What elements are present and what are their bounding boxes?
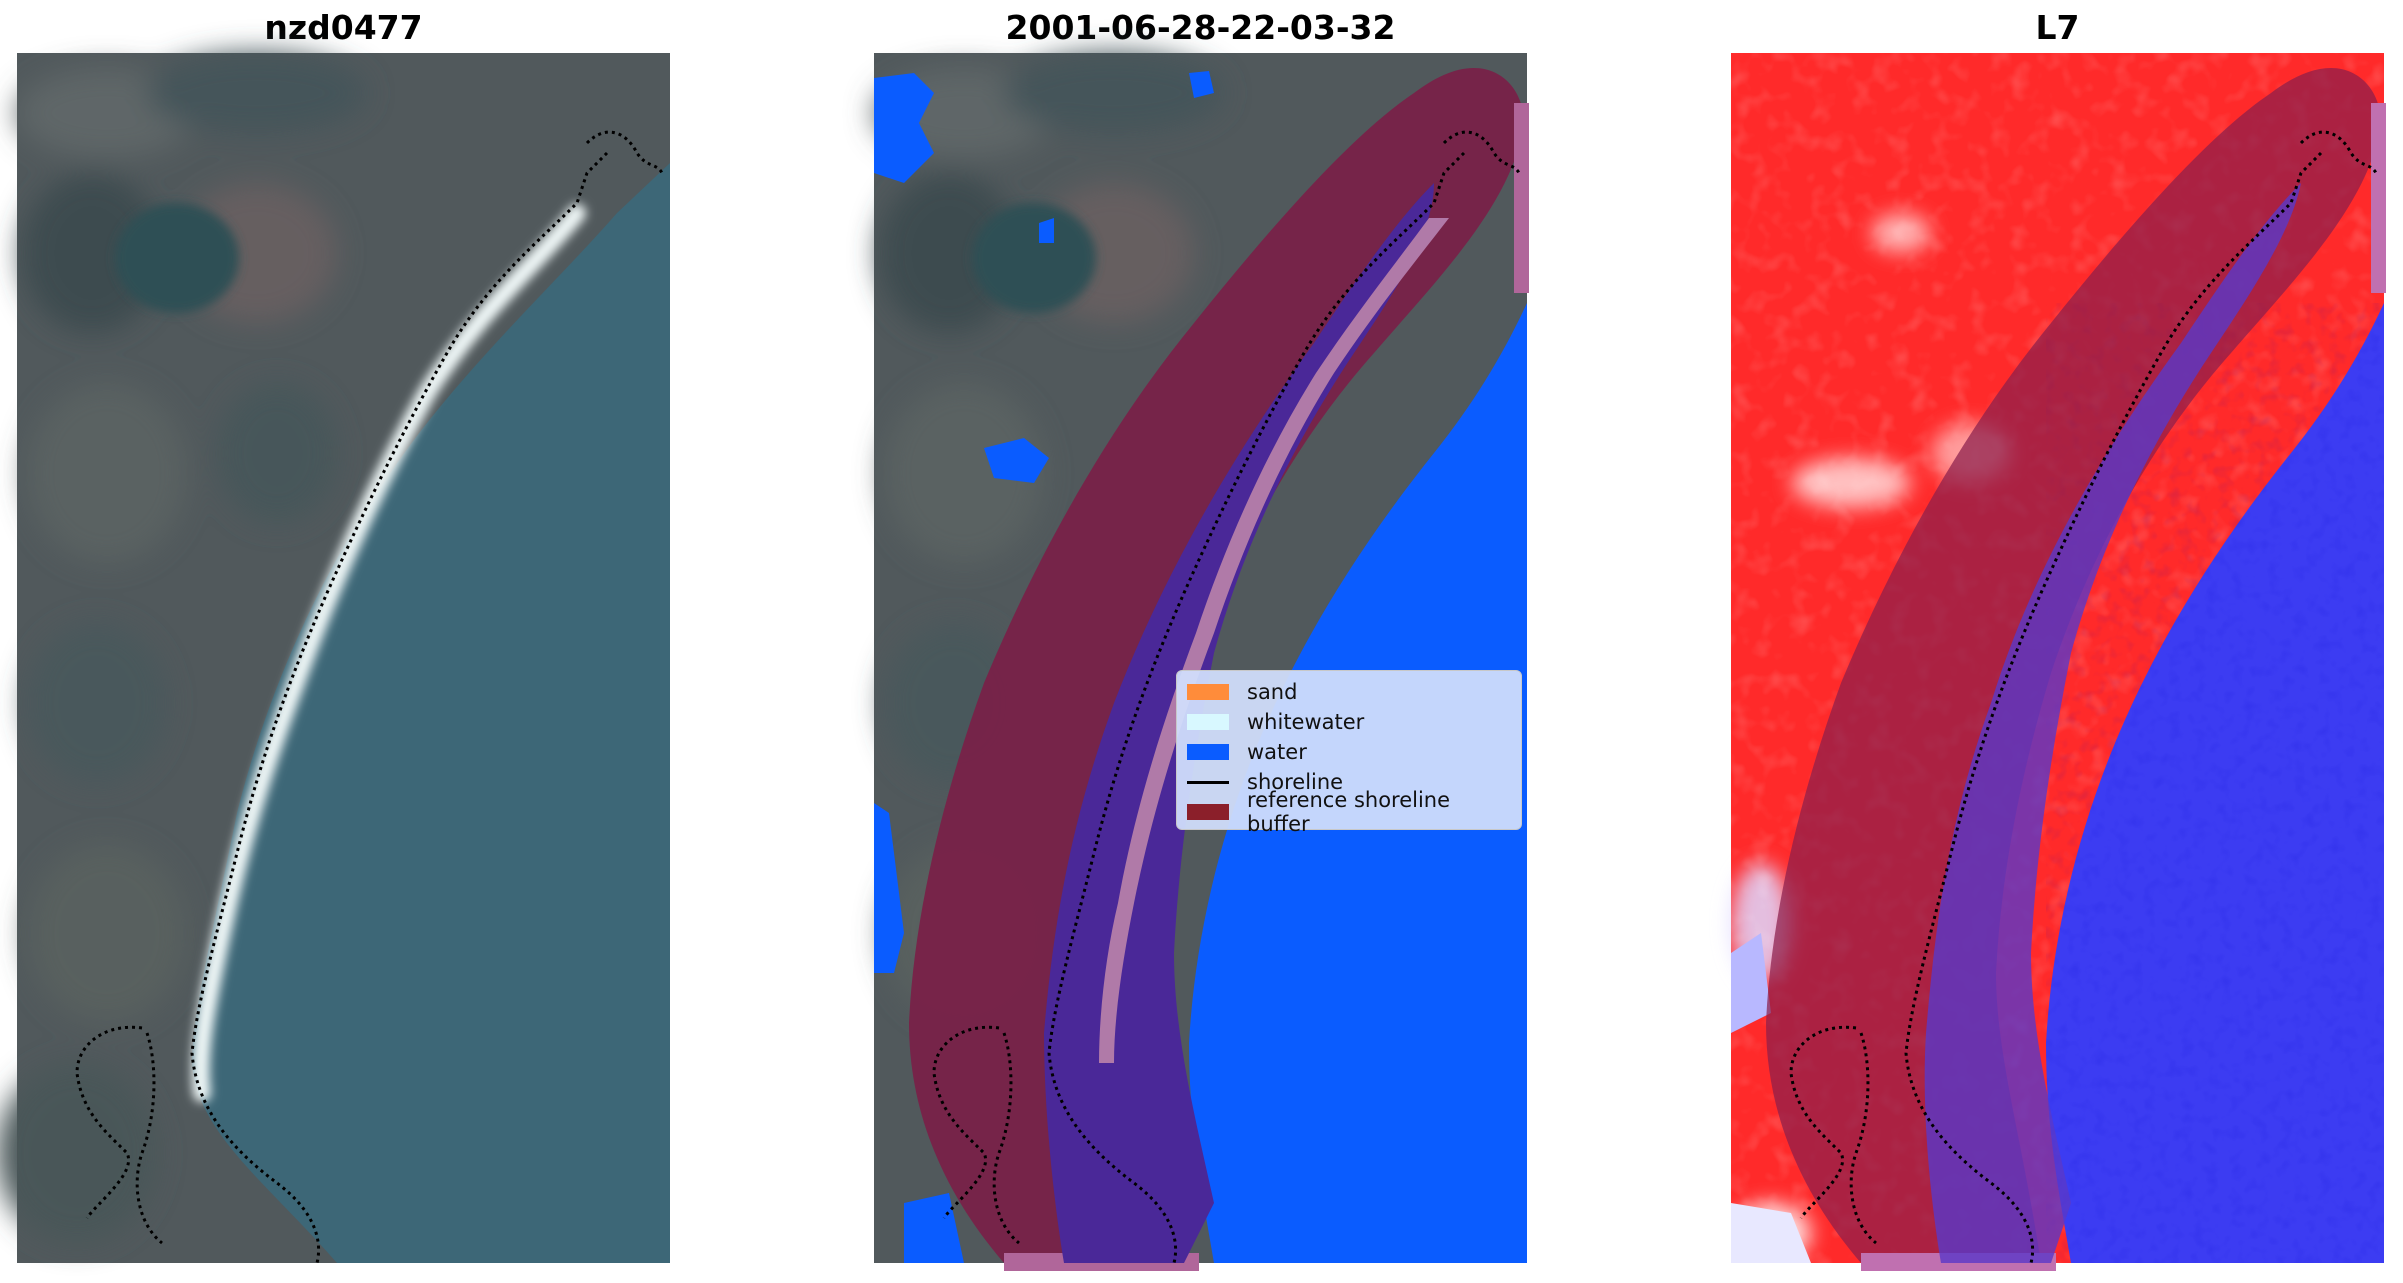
shoreline-dotted <box>190 151 609 1264</box>
water-in-buffer <box>1044 183 1434 1263</box>
legend-label-sand: sand <box>1247 680 1298 704</box>
index-image-panel <box>1731 53 2386 1271</box>
panel-title-rgb: nzd0477 <box>264 8 423 47</box>
legend: sand whitewater water shoreline referenc… <box>1176 670 1522 836</box>
rgb-image-panel <box>0 53 670 1264</box>
legend-item-water: water <box>1187 737 1511 767</box>
legend-label-shoreline: shoreline <box>1247 770 1344 794</box>
legend-item-buffer: reference shoreline buffer <box>1187 788 1511 836</box>
rgb-image <box>0 53 670 1264</box>
beach-strip <box>191 204 586 1102</box>
classified-image <box>874 53 1529 1271</box>
legend-label-buffer: reference shoreline buffer <box>1247 788 1451 836</box>
shoreline-dotted <box>1904 151 2323 1264</box>
legend-line-shoreline <box>1187 780 1229 784</box>
water-in-buffer <box>1924 183 2301 1263</box>
legend-label-water: water <box>1247 740 1307 764</box>
legend-item-whitewater: whitewater <box>1187 707 1511 737</box>
legend-swatch-water <box>1187 744 1229 760</box>
panel-title-classified: 2001-06-28-22-03-32 <box>1005 8 1396 47</box>
legend-label-whitewater: whitewater <box>1247 710 1365 734</box>
index-image <box>1731 53 2386 1271</box>
sea-area <box>192 163 670 1263</box>
legend-swatch-buffer <box>1187 804 1229 820</box>
shoreline-dotted <box>1047 151 1466 1264</box>
vegetation-texture <box>0 53 367 1243</box>
panel-title-index: L7 <box>2035 8 2080 47</box>
legend-item-shoreline: shoreline <box>1187 767 1511 797</box>
classified-image-panel <box>874 53 1529 1271</box>
pond <box>115 203 239 313</box>
legend-swatch-sand <box>1187 684 1229 700</box>
legend-swatch-whitewater <box>1187 714 1229 730</box>
legend-item-sand: sand <box>1187 677 1511 707</box>
reference-shoreline-buffer-overlay <box>1766 68 2381 1263</box>
